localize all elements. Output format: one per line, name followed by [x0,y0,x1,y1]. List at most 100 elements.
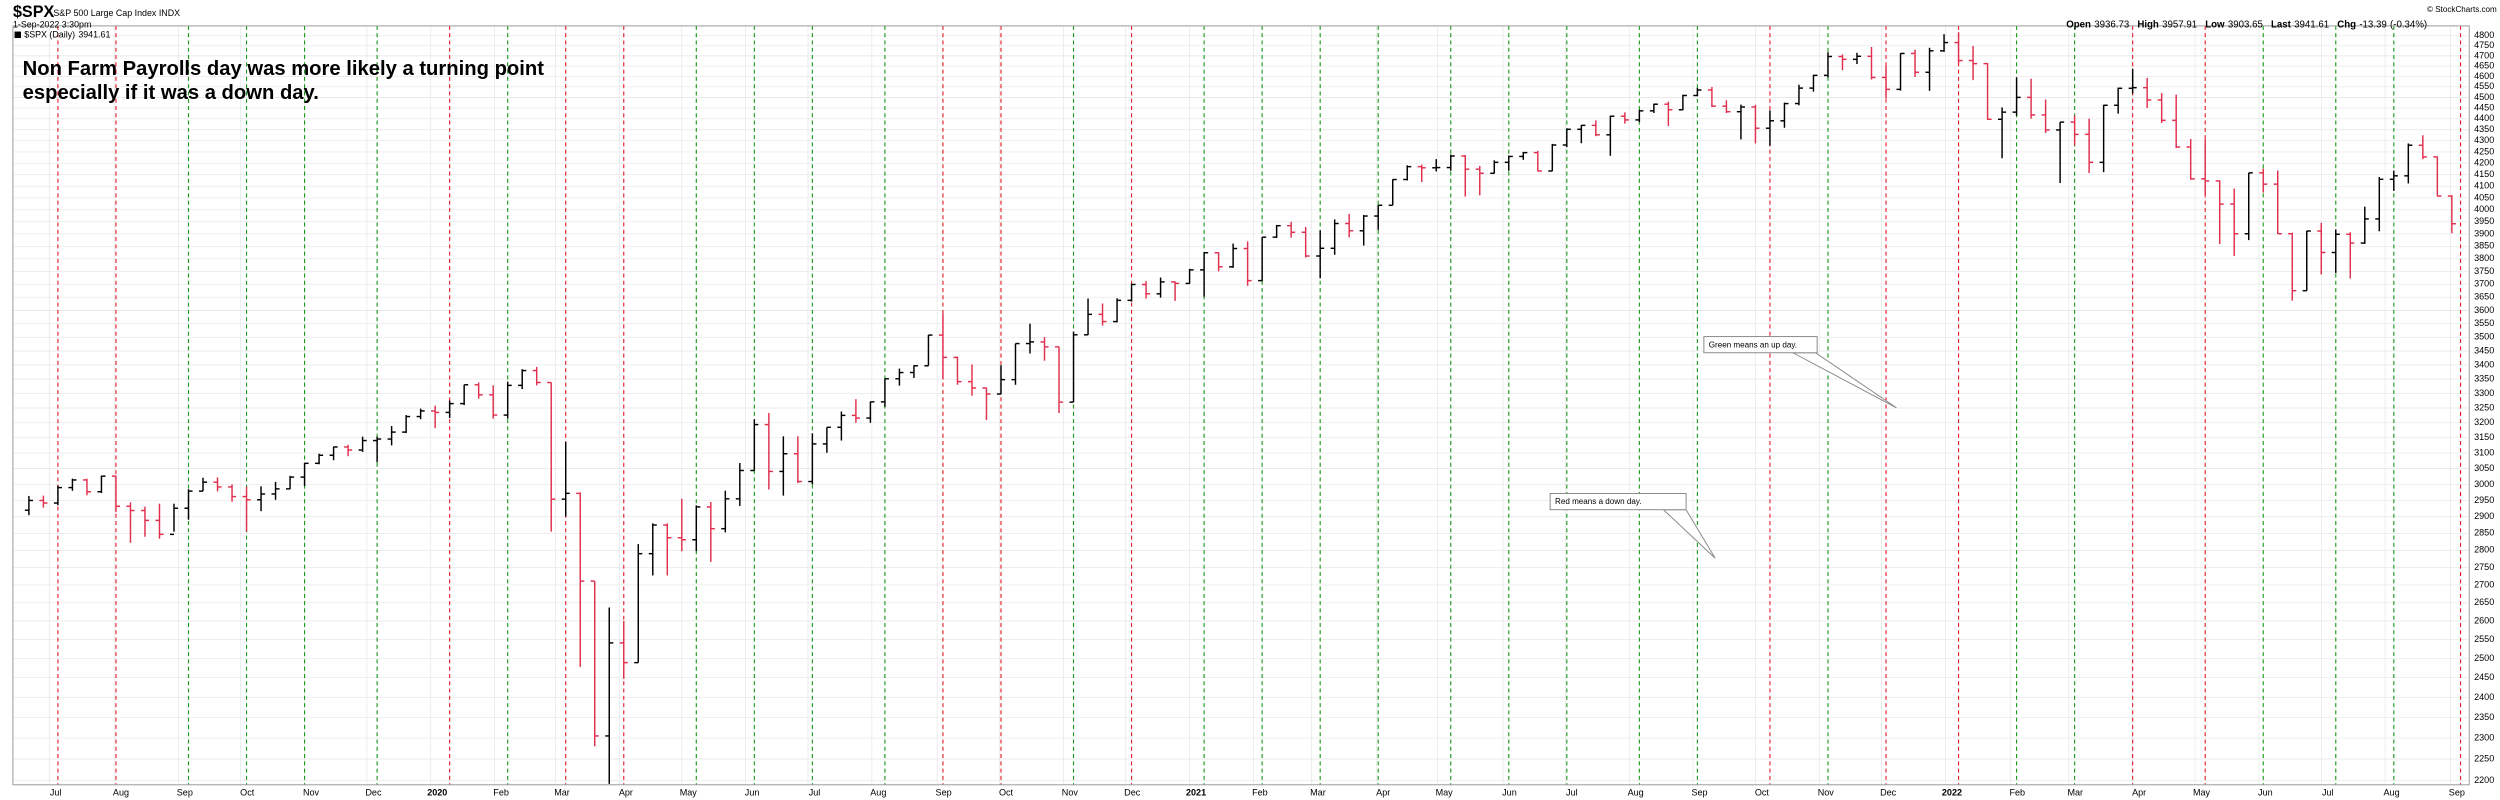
quote-value: 3957.91 [2162,19,2197,30]
y-tick-label: 2500 [2474,653,2494,663]
x-tick-label: Feb [2009,787,2025,797]
y-tick-label: 4050 [2474,192,2494,202]
x-tick-label: Dec [1880,787,1897,797]
x-tick-label: Aug [1628,787,1644,797]
y-tick-label: 3300 [2474,388,2494,398]
x-tick-label: Jul [1566,787,1578,797]
x-tick-label: May [2193,787,2211,797]
y-tick-label: 3400 [2474,359,2494,369]
y-tick-label: 2700 [2474,579,2494,589]
y-tick-label: 3900 [2474,228,2494,238]
x-tick-label: Aug [113,787,129,797]
y-tick-label: 4250 [2474,146,2494,156]
annotation: Non Farm Payrolls day was more likely a … [23,58,545,80]
quote-value: 3936.73 [2094,19,2129,30]
y-tick-label: 2650 [2474,597,2494,607]
callout-text: Green means an up day. [1709,340,1797,349]
x-tick-label: Dec [365,787,382,797]
y-tick-label: 3050 [2474,463,2494,473]
y-tick-label: 3100 [2474,447,2494,457]
quote-change-pct: (-0.34%) [2390,19,2427,30]
x-tick-label: Mar [1310,787,1326,797]
y-tick-label: 3450 [2474,345,2494,355]
quote-value: 3941.61 [2294,19,2329,30]
x-tick-label: 2022 [1942,787,1962,797]
price-bars [24,32,2456,784]
y-tick-label: 4150 [2474,169,2494,179]
quote-value: 3903.65 [2228,19,2263,30]
quote: Open 3936.73 High 3957.91 Low 3903.65 Last 3941… [2066,19,2427,30]
legend-label: $SPX (Daily) [24,30,75,40]
x-tick-label: Jun [1502,787,1517,797]
x-tick-label: 2021 [1186,787,1206,797]
x-tick-label: Jun [745,787,760,797]
x-tick-label: Aug [2384,787,2400,797]
x-tick-label: Jul [50,787,62,797]
y-tick-label: 3550 [2474,318,2494,328]
y-tick-label: 2550 [2474,634,2494,644]
y-tick-label: 3850 [2474,241,2494,251]
x-tick-label: Mar [554,787,570,797]
legend: $SPX (Daily) 3941.61 [24,30,110,40]
y-tick-label: 2950 [2474,495,2494,505]
y-tick-label: 4700 [2474,50,2494,60]
x-tick-label: May [680,787,698,797]
x-tick-label: Nov [303,787,320,797]
quote-label: High [2137,19,2159,30]
x-tick-label: Jul [809,787,821,797]
x-tick-label: Sep [177,787,193,797]
legend-last: 3941.61 [78,30,110,40]
y-tick-label: 4800 [2474,30,2494,40]
plot-frame [12,25,2470,786]
y-tick-label: 2300 [2474,732,2494,742]
x-tick-label: Apr [2132,787,2146,797]
quote-label: Open [2066,19,2091,30]
x-tick-label: Jul [2322,787,2334,797]
callout-box [1703,336,1818,354]
y-tick-label: 2200 [2474,775,2494,785]
x-tick-label: Nov [1818,787,1835,797]
x-tick-label: Nov [1062,787,1079,797]
y-tick-label: 4000 [2474,204,2494,214]
y-tick-label: 3700 [2474,279,2494,289]
y-tick-label: 3150 [2474,432,2494,442]
x-tick-label: Oct [240,787,255,797]
y-tick-label: 2800 [2474,545,2494,555]
y-tick-label: 3800 [2474,253,2494,263]
x-tick-label: Dec [1124,787,1141,797]
quote-value: -13.39 [2359,19,2386,30]
y-tick-label: 2600 [2474,615,2494,625]
y-tick-label: 2350 [2474,712,2494,722]
x-tick-label: Apr [1376,787,1390,797]
y-tick-label: 4100 [2474,181,2494,191]
y-tick-label: 3000 [2474,479,2494,489]
x-tick-label: Sep [2449,787,2465,797]
y-tick-label: 4200 [2474,158,2494,168]
y-tick-label: 2250 [2474,753,2494,763]
legend-swatch [14,31,22,39]
x-tick-label: Apr [619,787,633,797]
x-tick-label: Sep [1691,787,1707,797]
x-tick-label: Sep [936,787,952,797]
x-tick-label: Feb [1252,787,1268,797]
y-tick-label: 4400 [2474,113,2494,123]
y-tick-label: 2850 [2474,528,2494,538]
y-tick-label: 4550 [2474,81,2494,91]
y-tick-label: 3350 [2474,373,2494,383]
credit: © StockCharts.com [2427,5,2497,14]
timestamp: 1-Sep-2022 3:30pm [13,19,91,29]
callout-box [1549,493,1687,511]
y-tick-label: 4750 [2474,40,2494,50]
y-tick-label: 3200 [2474,417,2494,427]
x-tick-label: Feb [493,787,509,797]
y-tick-label: 3750 [2474,266,2494,276]
y-tick-label: 2900 [2474,511,2494,521]
x-tick-label: Oct [999,787,1014,797]
y-tick-label: 4450 [2474,102,2494,112]
grid [12,25,2470,785]
symbol: $SPX [13,3,55,21]
x-tick-label: Oct [1755,787,1770,797]
x-tick-label: Aug [870,787,886,797]
x-tick-label: Mar [2067,787,2083,797]
y-tick-label: 3950 [2474,216,2494,226]
